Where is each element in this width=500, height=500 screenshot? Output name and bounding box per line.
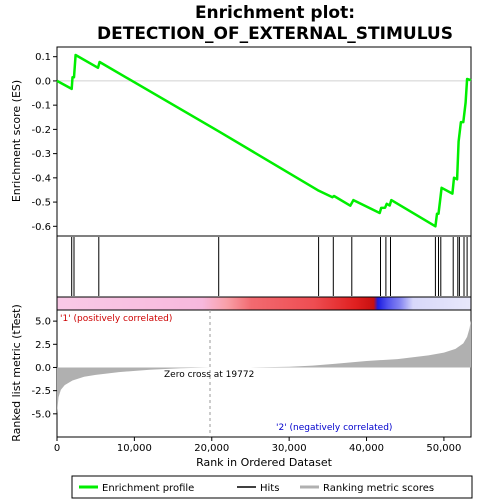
es-y-tick-label: -0.2 (31, 125, 51, 136)
es-y-tick-label: 0.1 (35, 52, 51, 63)
metric-y-tick-label: 0.0 (35, 363, 51, 374)
es-plot-frame (56, 46, 472, 237)
metric-y-tick-label: -2.5 (31, 386, 51, 397)
ranking-metric-area (57, 320, 471, 414)
x-tick-label: 10,000 (117, 443, 152, 454)
es-y-tick-label: -0.1 (31, 101, 51, 112)
es-y-tick-label: -0.3 (31, 149, 51, 160)
legend-ranking-label: Ranking metric scores (323, 483, 434, 494)
chart-title-line1: Enrichment plot: (195, 3, 355, 23)
x-tick-label: 20,000 (194, 443, 229, 454)
metric-y-axis-label: Ranked list metric (tTest) (10, 304, 23, 441)
metric-plot-frame (56, 309, 472, 438)
negative-correlation-label: '2' (negatively correlated) (276, 423, 392, 433)
metric-y-tick-label: 5.0 (35, 317, 51, 328)
es-y-tick-label: 0.0 (35, 76, 51, 87)
legend-enrichment-label: Enrichment profile (102, 483, 194, 494)
enrichment-profile-line (56, 53, 472, 228)
es-y-tick-label: -0.6 (31, 222, 51, 233)
x-tick-label: 0 (54, 443, 60, 454)
hits-frame (56, 235, 472, 298)
x-tick-label: 40,000 (349, 443, 384, 454)
x-axis-label: Rank in Ordered Dataset (196, 456, 333, 469)
x-tick-label: 50,000 (426, 443, 461, 454)
rank-color-bar (56, 296, 472, 311)
legend-hits-label: Hits (260, 483, 279, 494)
chart-title-line2: DETECTION_OF_EXTERNAL_STIMULUS (97, 24, 453, 44)
legend-box (71, 475, 473, 499)
metric-y-tick-label: -5.0 (31, 409, 51, 420)
x-tick-label: 30,000 (272, 443, 307, 454)
es-y-tick-label: -0.5 (31, 198, 51, 209)
es-y-tick-label: -0.4 (31, 173, 51, 184)
positive-correlation-label: '1' (positively correlated) (60, 314, 172, 324)
zero-cross-label: Zero cross at 19772 (164, 370, 254, 380)
es-y-axis-label: Enrichment score (ES) (10, 80, 23, 202)
metric-y-tick-label: 2.5 (35, 340, 51, 351)
